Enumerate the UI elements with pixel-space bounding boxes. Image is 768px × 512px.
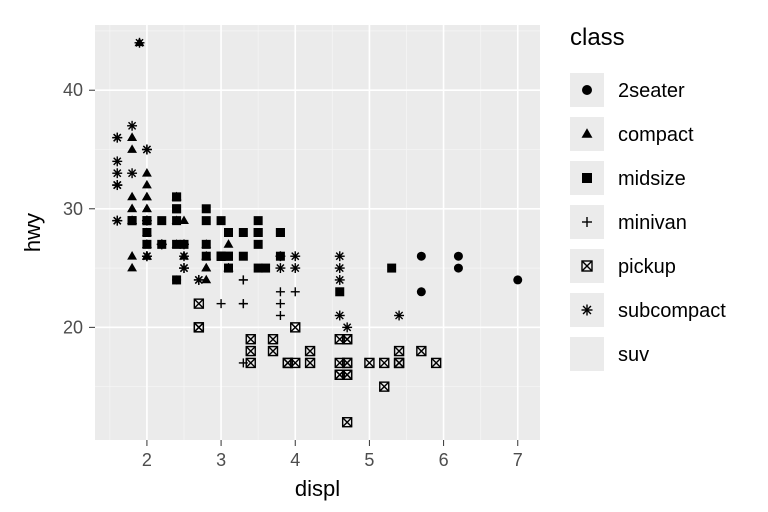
legend-item-label: subcompact — [618, 300, 726, 322]
y-tick-label: 40 — [63, 80, 83, 100]
x-tick-label: 7 — [513, 450, 523, 470]
legend-item-label: 2seater — [618, 80, 685, 102]
x-tick-label: 3 — [216, 450, 226, 470]
legend-title: class — [570, 24, 625, 51]
panel-bg — [95, 25, 540, 440]
x-tick-label: 5 — [364, 450, 374, 470]
x-tick-label: 2 — [142, 450, 152, 470]
scatter-plot: 2 3 4 5 6 7 20 30 40 displ hwy class 2seater compact m… — [0, 0, 768, 512]
x-tick-label: 6 — [439, 450, 449, 470]
legend-item-label: midsize — [618, 168, 686, 190]
x-axis-label: displ — [295, 476, 340, 501]
legend-item-label: compact — [618, 124, 694, 146]
legend-key-bg — [570, 337, 604, 371]
legend-item-label: minivan — [618, 212, 687, 234]
y-tick-label: 30 — [63, 199, 83, 219]
x-tick-label: 4 — [290, 450, 300, 470]
legend-item-label: suv — [618, 344, 649, 366]
legend-item-label: pickup — [618, 256, 676, 278]
y-axis-label: hwy — [20, 213, 45, 252]
y-tick-label: 20 — [63, 317, 83, 337]
